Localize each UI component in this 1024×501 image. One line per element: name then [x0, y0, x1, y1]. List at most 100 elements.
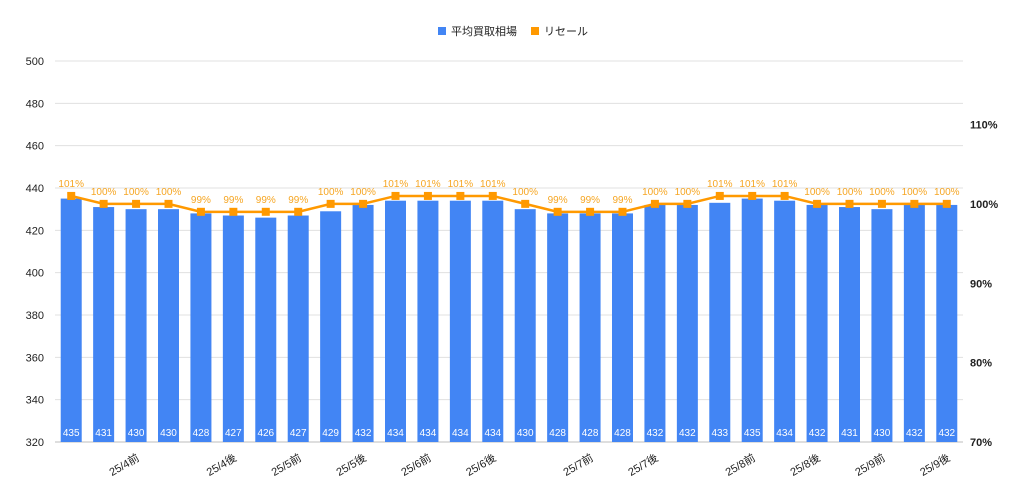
bar[interactable]: [449, 200, 471, 442]
bar-value-label: 434: [420, 428, 437, 439]
x-tick-label: 25/6前: [398, 450, 433, 478]
line-point[interactable]: [99, 199, 108, 208]
right-tick-label: 110%: [970, 120, 998, 132]
line-point[interactable]: [715, 191, 724, 200]
bar[interactable]: [903, 204, 925, 442]
bar[interactable]: [352, 204, 374, 442]
bar[interactable]: [936, 204, 958, 442]
bar-value-label: 431: [841, 428, 858, 439]
line-point[interactable]: [586, 207, 595, 216]
bar[interactable]: [482, 200, 504, 442]
left-tick-label: 320: [26, 437, 44, 449]
bar-value-label: 430: [160, 428, 177, 439]
line-value-label: 100%: [123, 187, 149, 198]
line-value-label: 101%: [772, 179, 798, 190]
bar-value-label: 435: [63, 428, 80, 439]
bar[interactable]: [514, 209, 536, 442]
bar[interactable]: [287, 215, 309, 442]
bar[interactable]: [644, 204, 666, 442]
line-point[interactable]: [359, 199, 368, 208]
bar-value-label: 432: [938, 428, 955, 439]
line-point[interactable]: [423, 191, 432, 200]
x-tick-label: 25/5前: [269, 450, 304, 478]
line-point[interactable]: [456, 191, 465, 200]
bar[interactable]: [190, 213, 212, 442]
bar-value-label: 427: [225, 428, 242, 439]
line-value-label: 99%: [191, 195, 211, 206]
bar[interactable]: [125, 209, 147, 442]
bar[interactable]: [709, 202, 731, 442]
line-value-label: 100%: [675, 187, 701, 198]
bar[interactable]: [93, 207, 115, 442]
line-point[interactable]: [326, 199, 335, 208]
line-point[interactable]: [261, 207, 270, 216]
bar-value-label: 435: [744, 428, 761, 439]
line-value-label: 99%: [548, 195, 568, 206]
left-tick-label: 400: [26, 268, 44, 280]
bar[interactable]: [871, 209, 893, 442]
bar[interactable]: [579, 213, 601, 442]
line-value-label: 100%: [350, 187, 376, 198]
bar[interactable]: [774, 200, 796, 442]
resale-line: [70, 194, 947, 214]
line-value-label: 101%: [383, 179, 409, 190]
line-value-label: 99%: [256, 195, 276, 206]
bar[interactable]: [255, 217, 277, 442]
left-axis: 320 340 360 380 400 420 440 460 480 500: [26, 56, 44, 449]
bar-value-label: 428: [614, 428, 631, 439]
line-value-label: 99%: [288, 195, 308, 206]
legend-label-line[interactable]: リセール: [544, 25, 588, 38]
line-point[interactable]: [521, 199, 530, 208]
bar[interactable]: [60, 198, 82, 442]
line-point[interactable]: [294, 207, 303, 216]
x-tick-label: 25/8前: [723, 450, 758, 478]
left-tick-label: 340: [26, 395, 44, 407]
line-point[interactable]: [618, 207, 627, 216]
line-point[interactable]: [845, 199, 854, 208]
bar[interactable]: [417, 200, 439, 442]
left-tick-label: 480: [26, 98, 44, 110]
line-point[interactable]: [877, 199, 886, 208]
line-point[interactable]: [67, 191, 76, 200]
bar-value-label: 430: [128, 428, 145, 439]
bar-value-label: 433: [711, 428, 728, 439]
left-tick-label: 460: [26, 141, 44, 153]
bar[interactable]: [806, 204, 828, 442]
line-value-label: 100%: [91, 187, 117, 198]
line-point[interactable]: [132, 199, 141, 208]
right-tick-label: 80%: [970, 358, 992, 370]
bar-value-label: 432: [355, 428, 372, 439]
bar[interactable]: [676, 204, 698, 442]
left-tick-label: 380: [26, 310, 44, 322]
line-value-label: 100%: [934, 187, 960, 198]
line-point[interactable]: [196, 207, 205, 216]
line-point[interactable]: [229, 207, 238, 216]
line-point[interactable]: [650, 199, 659, 208]
x-tick-label: 25/7後: [625, 450, 660, 478]
bar[interactable]: [158, 209, 179, 442]
bar-value-label: 432: [679, 428, 696, 439]
line-point[interactable]: [748, 191, 757, 200]
line-point[interactable]: [942, 199, 951, 208]
bar[interactable]: [612, 213, 633, 442]
line-point[interactable]: [488, 191, 497, 200]
line-point[interactable]: [813, 199, 822, 208]
bar[interactable]: [385, 200, 406, 442]
bar[interactable]: [547, 213, 569, 442]
x-axis: 25/4前 25/4後 25/5前 25/5後 25/6前 25/6後 25/7前 25/7後…: [106, 450, 952, 478]
line-point[interactable]: [683, 199, 692, 208]
bar[interactable]: [741, 198, 763, 442]
line-point[interactable]: [553, 207, 562, 216]
line-value-label: 101%: [480, 179, 506, 190]
bar-value-label: 434: [776, 428, 793, 439]
line-point[interactable]: [780, 191, 789, 200]
line-point[interactable]: [164, 199, 173, 208]
legend-label-bar[interactable]: 平均買取相場: [451, 25, 517, 38]
legend-swatch-line: [531, 27, 539, 35]
bar-value-label: 430: [874, 428, 891, 439]
bar[interactable]: [839, 207, 860, 442]
line-point[interactable]: [391, 191, 400, 200]
bar[interactable]: [222, 215, 244, 442]
line-point[interactable]: [910, 199, 919, 208]
bar[interactable]: [320, 211, 342, 442]
